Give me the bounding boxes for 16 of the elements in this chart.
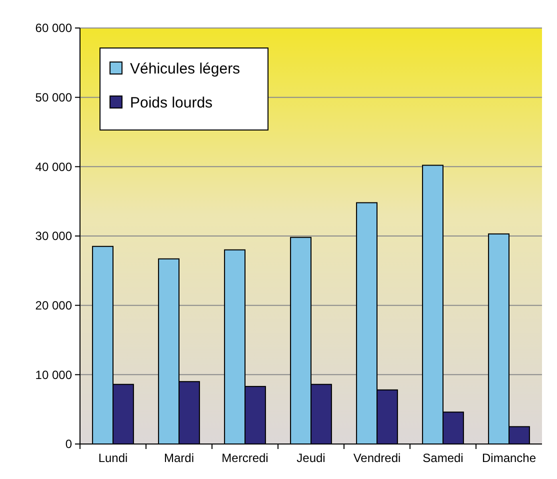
y-tick-label: 60 000 xyxy=(35,21,72,36)
y-tick-label: 0 xyxy=(65,437,72,452)
y-tick-label: 30 000 xyxy=(35,229,72,244)
y-tick-label: 10 000 xyxy=(35,368,72,382)
x-tick-label: Lundi xyxy=(98,451,128,465)
x-tick-label: Dimanche xyxy=(482,451,536,465)
x-tick-label: Mardi xyxy=(164,451,194,465)
legend-label: Véhicules légers xyxy=(130,60,240,78)
x-tick-label: Vendredi xyxy=(353,451,401,465)
y-tick-label: 40 000 xyxy=(35,160,72,174)
x-tick-label: Mercredi xyxy=(222,451,268,465)
x-tick-label: Jeudi xyxy=(296,451,326,465)
y-tick-label: 50 000 xyxy=(35,90,72,105)
y-tick-label: 20 000 xyxy=(35,298,72,313)
x-tick-label: Samedi xyxy=(422,451,464,465)
legend-label: Poids lourds xyxy=(130,94,213,112)
